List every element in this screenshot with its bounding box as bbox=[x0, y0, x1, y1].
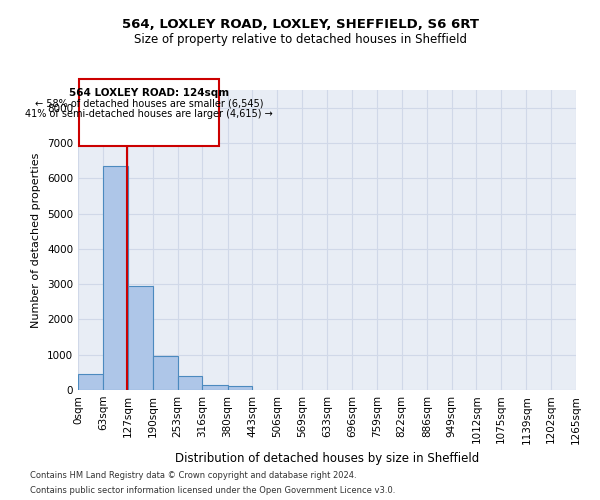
Bar bbox=[79, 80, 219, 146]
Bar bbox=[227, 386, 253, 390]
Text: 564 LOXLEY ROAD: 124sqm: 564 LOXLEY ROAD: 124sqm bbox=[69, 88, 229, 98]
Bar bbox=[178, 376, 202, 390]
Text: Size of property relative to detached houses in Sheffield: Size of property relative to detached ho… bbox=[133, 32, 467, 46]
Text: 41% of semi-detached houses are larger (4,615) →: 41% of semi-detached houses are larger (… bbox=[25, 110, 273, 120]
Bar bbox=[128, 286, 153, 390]
Text: 564, LOXLEY ROAD, LOXLEY, SHEFFIELD, S6 6RT: 564, LOXLEY ROAD, LOXLEY, SHEFFIELD, S6 … bbox=[121, 18, 479, 30]
Bar bbox=[153, 356, 178, 390]
Bar bbox=[202, 384, 227, 390]
Bar bbox=[103, 166, 128, 390]
Text: ← 58% of detached houses are smaller (6,545): ← 58% of detached houses are smaller (6,… bbox=[35, 99, 263, 109]
X-axis label: Distribution of detached houses by size in Sheffield: Distribution of detached houses by size … bbox=[175, 452, 479, 465]
Text: Contains HM Land Registry data © Crown copyright and database right 2024.: Contains HM Land Registry data © Crown c… bbox=[30, 471, 356, 480]
Text: Contains public sector information licensed under the Open Government Licence v3: Contains public sector information licen… bbox=[30, 486, 395, 495]
Bar bbox=[78, 374, 103, 390]
Y-axis label: Number of detached properties: Number of detached properties bbox=[31, 152, 41, 328]
